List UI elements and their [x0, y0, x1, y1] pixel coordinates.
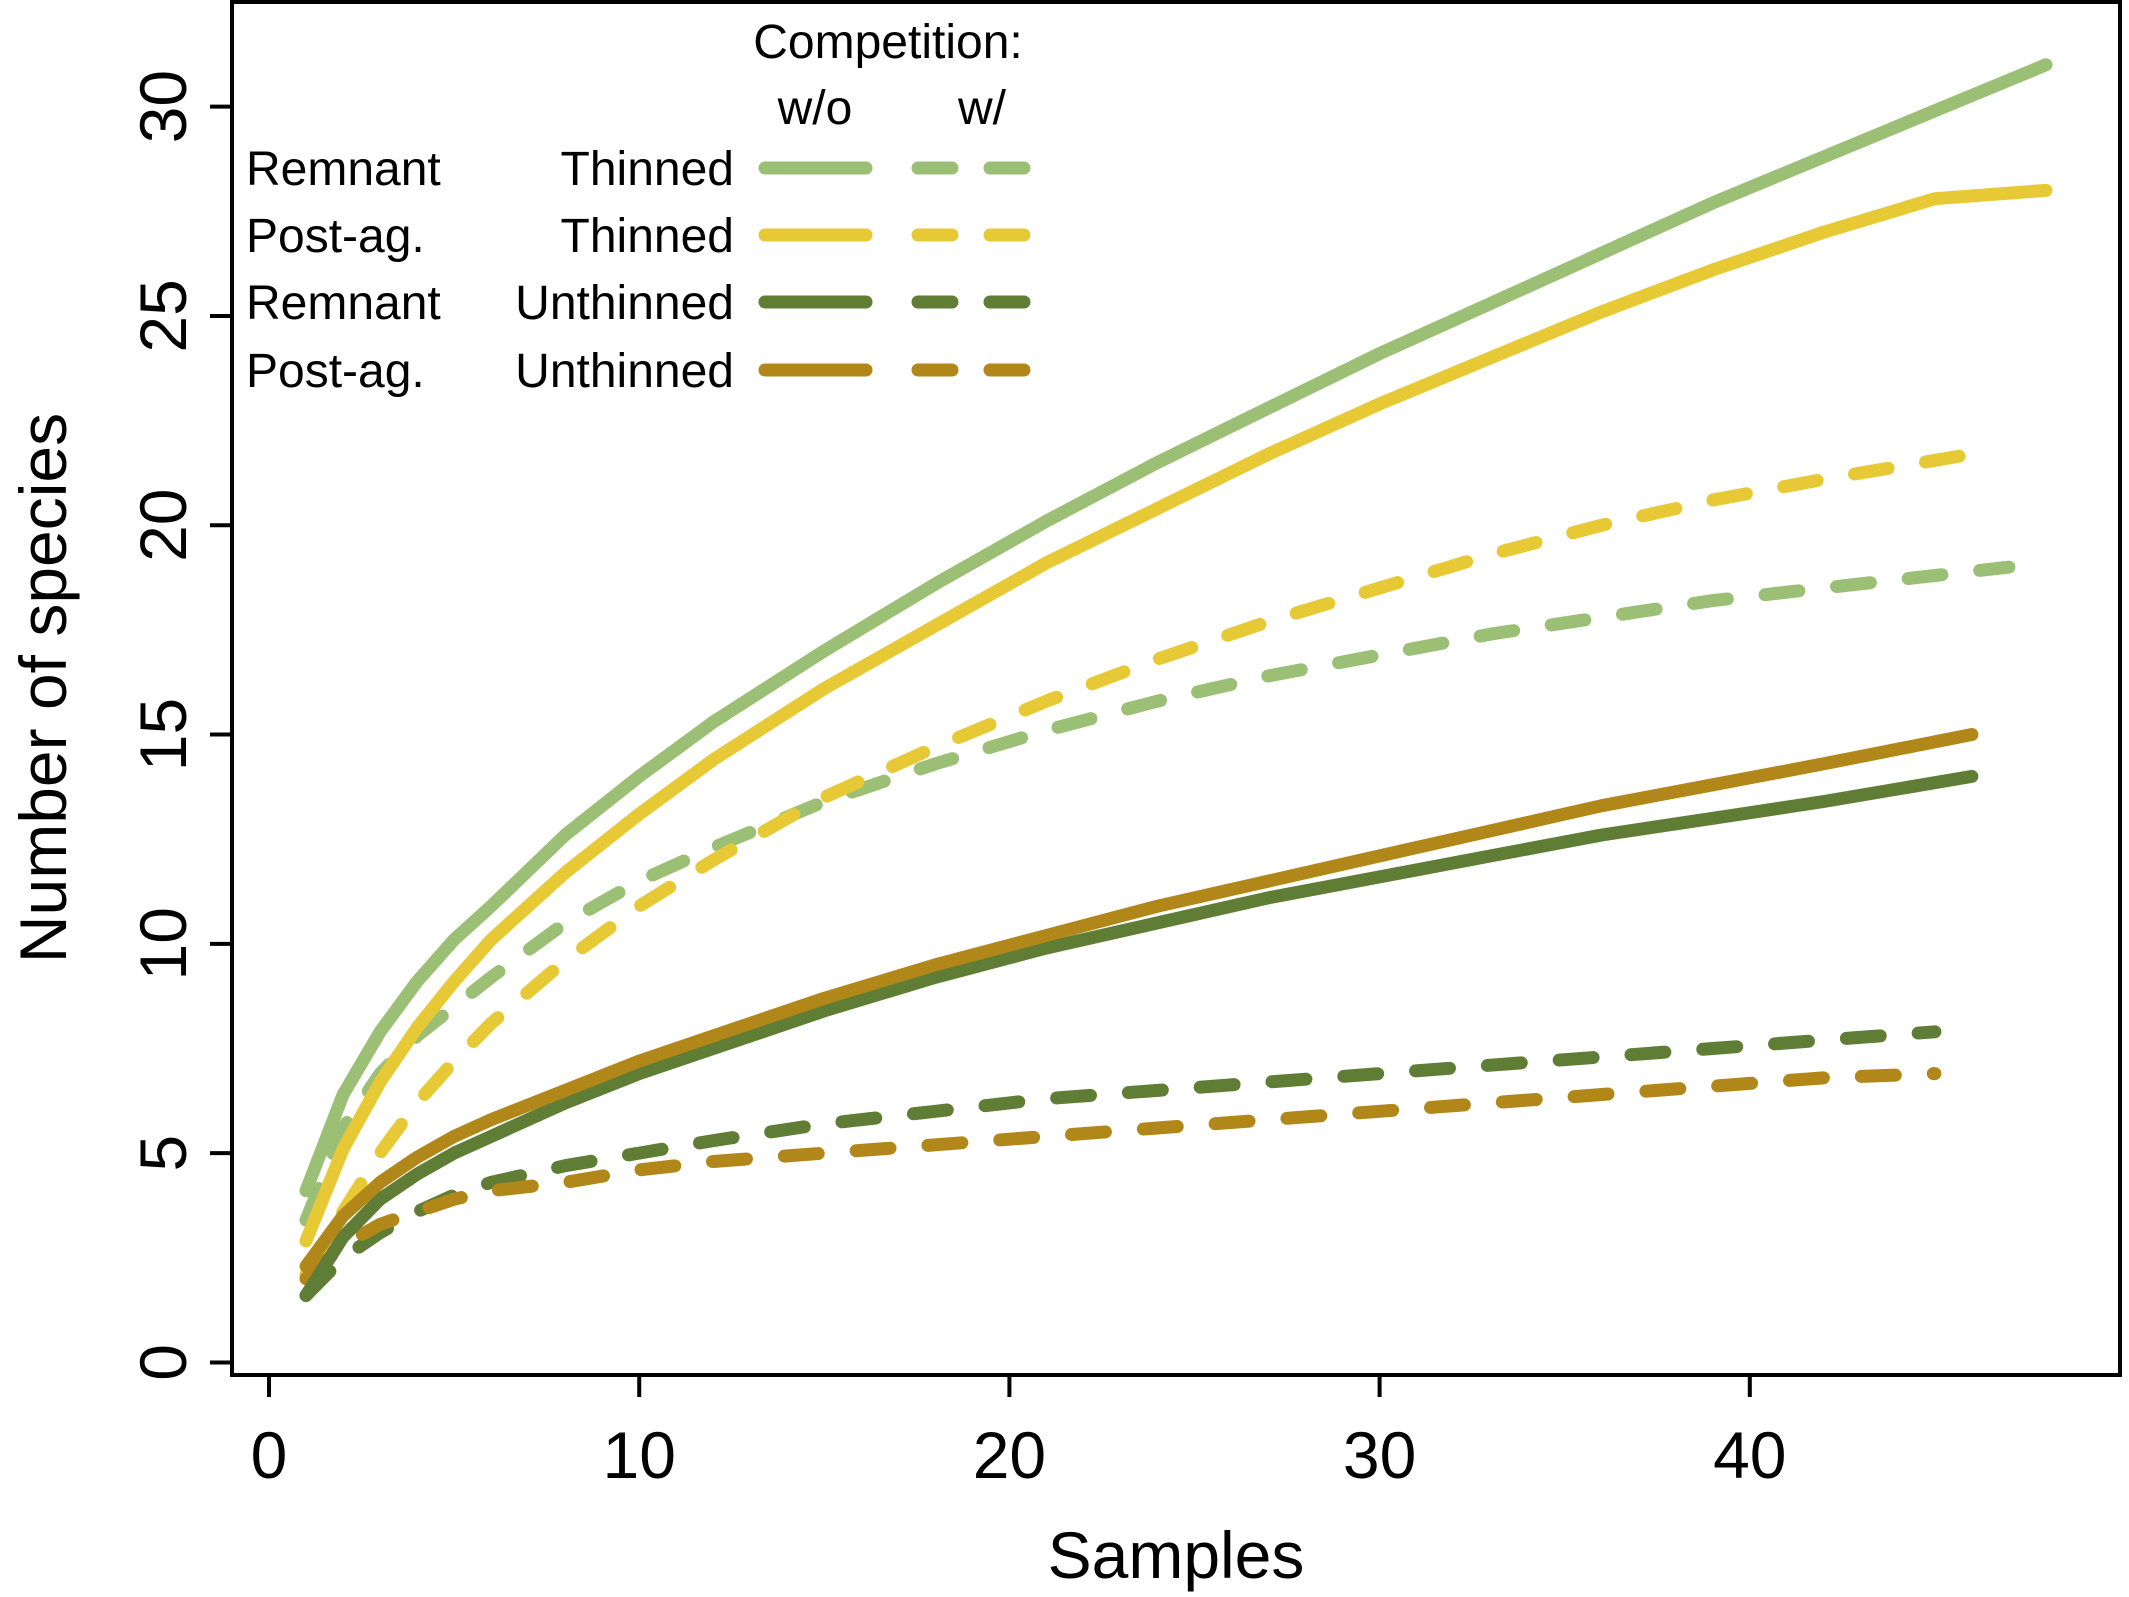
- y-tick-label: 20: [126, 488, 200, 561]
- x-axis-title: Samples: [1048, 1518, 1305, 1592]
- legend-column-label: w/o: [777, 82, 853, 135]
- series-line-post-ag-thinned-without-competition: [299, 183, 2053, 1248]
- legend-site-label: Post-ag.: [246, 345, 425, 398]
- x-tick-label: 40: [1713, 1418, 1786, 1492]
- legend-column-label: w/: [957, 82, 1007, 135]
- legend-treatment-label: Unthinned: [515, 277, 734, 330]
- legend-treatment-label: Unthinned: [515, 345, 734, 398]
- series-line-post-ag-unthinned-without-competition: [299, 728, 1979, 1273]
- series-line-remnant-thinned-without-competition: [299, 58, 2053, 1198]
- legend-treatment-label: Thinned: [561, 143, 734, 196]
- legend-site-label: Post-ag.: [246, 210, 425, 263]
- series-line-remnant-unthinned-without-competition: [299, 769, 1979, 1302]
- legend-treatment-label: Thinned: [561, 210, 734, 263]
- series-line-remnant-thinned-with-competition: [299, 560, 2016, 1227]
- x-tick-label: 10: [603, 1418, 676, 1492]
- y-tick-label: 0: [126, 1344, 200, 1381]
- x-tick-label: 0: [251, 1418, 288, 1492]
- legend-header: Competition:: [753, 16, 1022, 69]
- plot-frame: [230, 0, 2122, 1377]
- y-tick-label: 30: [126, 70, 200, 143]
- legend-site-label: Remnant: [246, 143, 441, 196]
- y-tick-label: 25: [126, 279, 200, 352]
- y-tick-label: 15: [126, 698, 200, 771]
- y-tick-label: 10: [126, 907, 200, 980]
- series-line-post-ag-unthinned-with-competition: [299, 1067, 1942, 1286]
- x-tick-label: 20: [973, 1418, 1046, 1492]
- series-line-remnant-unthinned-with-competition: [299, 1025, 1942, 1302]
- axes-layer: 0 10 20 30 40 0 5 10 15 20 25 30: [126, 70, 1787, 1492]
- series-layer: [299, 58, 2053, 1302]
- x-tick-label: 30: [1343, 1418, 1416, 1492]
- series-line-post-ag-thinned-with-competition: [299, 447, 1979, 1281]
- legend: Competition: w/o w/Remnant Thinned Post-ag. T…: [246, 16, 1035, 398]
- y-tick-label: 5: [126, 1135, 200, 1172]
- y-axis-title: Number of species: [6, 413, 80, 963]
- legend-site-label: Remnant: [246, 277, 441, 330]
